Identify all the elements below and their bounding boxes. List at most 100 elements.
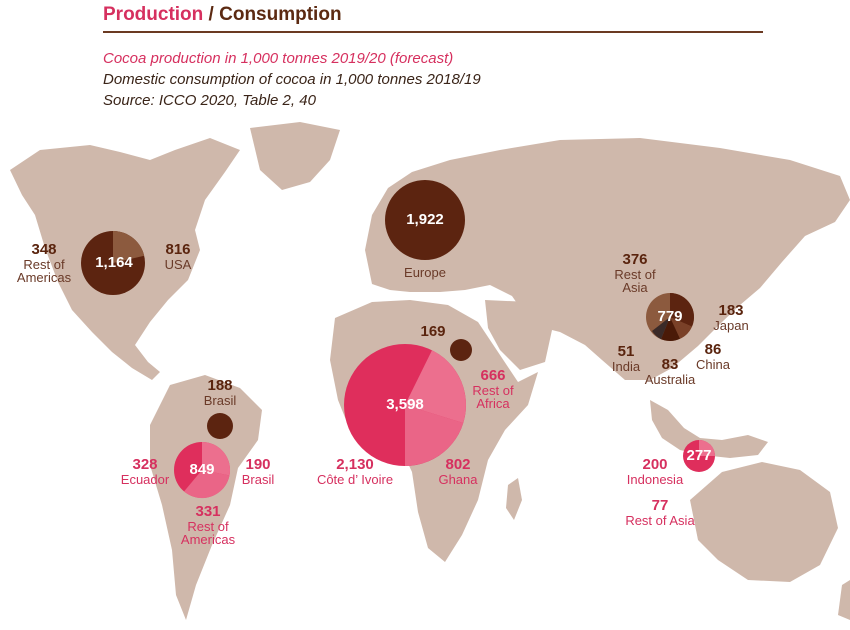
name-rest-of-americas-consumption-2: Americas: [16, 270, 72, 286]
consumption-pie-asia: [646, 293, 695, 341]
land-madagascar: [506, 478, 522, 520]
total-asia-consumption: 779: [657, 308, 683, 325]
label-australia-consumption: 83 Australia: [640, 357, 700, 386]
name-brasil-production: Brasil: [241, 471, 275, 487]
land-japan: [734, 258, 758, 305]
land-se-asia-islands: [650, 400, 768, 458]
pie-slice-rest-of-africa: [405, 350, 466, 423]
production-pie-africa: [344, 344, 466, 466]
value-india-consumption: 51: [617, 343, 635, 360]
consumption-circle-europe: [385, 180, 465, 260]
total-asia-production: 277: [686, 447, 712, 464]
name-japan-consumption: Japan: [713, 317, 749, 333]
pie-slice-japan: [670, 293, 695, 327]
value-ghana-production: 802: [445, 456, 471, 473]
pie-slice-rest-of-asia-production: [699, 440, 715, 456]
value-japan-consumption: 183: [718, 302, 744, 319]
name-rest-of-africa-production-1: Rest of: [472, 382, 514, 398]
subtitle-consumption: Domestic consumption of cocoa in 1,000 t…: [103, 71, 481, 88]
total-africa-production: 3,598: [386, 396, 424, 413]
pie-slice-australia: [661, 317, 680, 341]
label-india-consumption: 51 India: [610, 344, 642, 373]
label-ecuador-production: 328 Ecuador: [115, 457, 175, 486]
name-rest-of-asia-consumption-1: Rest of: [614, 266, 656, 282]
name-rest-of-asia-consumption-2: Asia: [622, 280, 648, 296]
value-rest-of-africa-production: 666: [480, 367, 506, 384]
name-usa-consumption: USA: [164, 256, 192, 272]
value-brasil-consumption: 188: [207, 377, 233, 394]
land-greenland: [250, 122, 340, 190]
total-americas-production: 849: [189, 461, 215, 478]
land-new-zealand: [838, 580, 850, 620]
land-australia: [690, 462, 838, 582]
label-rest-of-americas-production: 331 Rest of Americas: [173, 504, 243, 547]
name-china-consumption: China: [696, 356, 730, 372]
pie-slice-rest-of-americas: [113, 230, 145, 263]
land-eurasia: [365, 138, 850, 380]
name-indonesia-production: Indonesia: [626, 471, 684, 487]
production-pie-asia: [683, 440, 715, 472]
bubbles: [81, 180, 715, 499]
label-china-consumption: 86 China: [693, 342, 733, 371]
value-africa-consumption: 169: [420, 323, 446, 340]
subtitle-production: Cocoa production in 1,000 tonnes 2019/20…: [103, 50, 454, 67]
production-pie-americas: [174, 441, 231, 499]
label-brasil-consumption: 188 Brasil: [195, 378, 245, 407]
pie-slice-china: [670, 317, 692, 339]
name-australia-consumption: Australia: [644, 371, 696, 387]
value-indonesia-production: 200: [642, 456, 668, 473]
title-consumption: Consumption: [219, 4, 342, 25]
name-ecuador-production: Ecuador: [120, 471, 170, 487]
label-usa-consumption: 816 USA: [158, 242, 198, 271]
name-brasil-consumption: Brasil: [203, 392, 237, 408]
pie-slice-rest-of-americas-production: [184, 470, 230, 499]
label-africa-consumption: 169: [418, 324, 448, 340]
label-cote-d-ivoire-production: 2,130 Côte d’ Ivoire: [305, 457, 405, 486]
value-rest-of-asia-production: 77: [651, 497, 669, 514]
page-title: Production / Consumption: [103, 4, 763, 26]
land-arabia: [485, 300, 552, 370]
pie-slice-india: [652, 317, 670, 340]
subtitle-block: Cocoa production in 1,000 tonnes 2019/20…: [103, 48, 481, 111]
consumption-circle-brasil: [207, 413, 233, 439]
value-australia-consumption: 83: [661, 356, 679, 373]
land-masses: [10, 122, 850, 620]
label-rest-of-africa-production: 666 Rest of Africa: [463, 368, 523, 411]
value-china-consumption: 86: [704, 341, 722, 358]
name-europe: Europe: [404, 265, 446, 280]
header-rule: [103, 31, 763, 33]
label-rest-of-asia-production: 77 Rest of Asia: [610, 498, 710, 527]
name-cote-d-ivoire-production: Côte d’ Ivoire: [316, 471, 394, 487]
label-indonesia-production: 200 Indonesia: [615, 457, 695, 486]
header: Production / Consumption: [103, 4, 763, 26]
value-cote-d-ivoire-production: 2,130: [336, 456, 374, 473]
name-rest-of-africa-production-2: Africa: [476, 396, 510, 412]
source-note: Source: ICCO 2020, Table 2, 40: [103, 92, 316, 109]
value-ecuador-production: 328: [132, 456, 158, 473]
name-rest-of-americas-production-1: Rest of: [187, 518, 229, 534]
label-brasil-production: 190 Brasil: [236, 457, 280, 486]
label-japan-consumption: 183 Japan: [708, 303, 754, 332]
name-india-consumption: India: [611, 358, 641, 374]
name-rest-of-americas-production-2: Americas: [180, 532, 236, 548]
consumption-pie-north-america: [81, 230, 145, 295]
total-north-america-consumption: 1,164: [95, 254, 133, 271]
value-rest-of-asia-consumption: 376: [622, 251, 648, 268]
title-production: Production: [103, 4, 204, 25]
label-rest-of-asia-consumption: 376 Rest of Asia: [605, 252, 665, 295]
value-brasil-production: 190: [245, 456, 271, 473]
name-ghana-production: Ghana: [438, 471, 478, 487]
title-separator: /: [203, 4, 220, 25]
consumption-circle-africa: [450, 339, 472, 361]
label-rest-of-americas-consumption: 348 Rest of Americas: [14, 242, 74, 285]
label-europe: Europe: [395, 266, 455, 280]
pie-slice-brasil-production: [202, 441, 231, 476]
value-rest-of-americas-production: 331: [195, 503, 221, 520]
label-ghana-production: 802 Ghana: [433, 457, 483, 486]
name-rest-of-americas-consumption-1: Rest of: [23, 256, 65, 272]
pie-slice-ghana: [405, 405, 464, 466]
name-rest-of-asia-production: Rest of Asia: [625, 512, 695, 528]
value-usa-consumption: 816: [165, 241, 191, 258]
value-rest-of-americas-consumption: 348: [31, 241, 57, 258]
